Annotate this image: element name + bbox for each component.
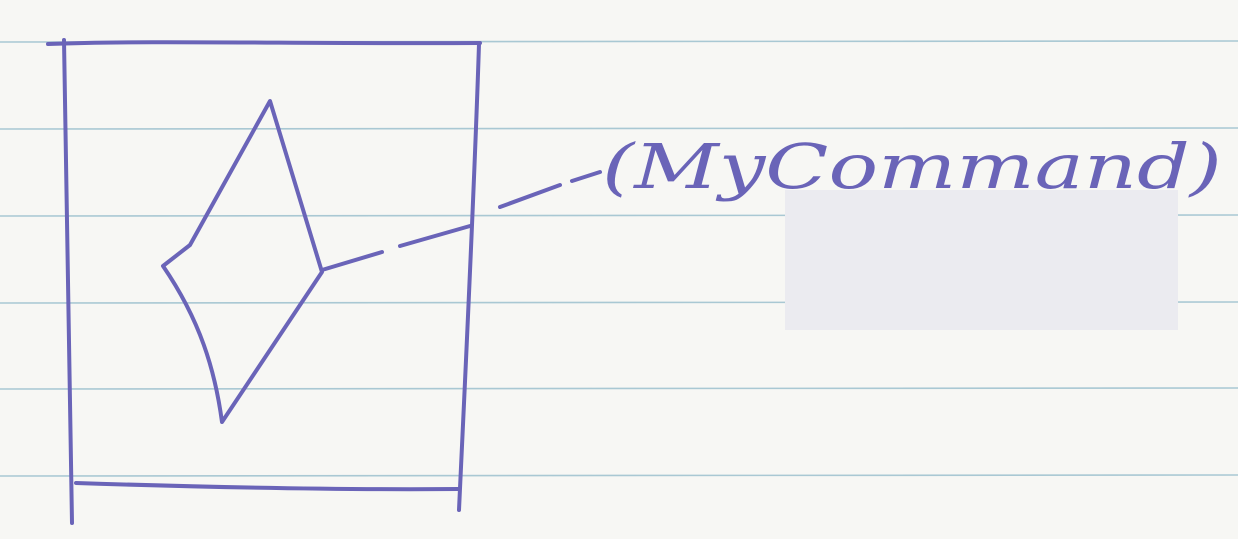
window-bottom-edge: [74, 481, 461, 492]
erased-patch: [785, 190, 1178, 330]
diamond-shape: [161, 99, 324, 424]
dash-segment: [320, 250, 384, 272]
window-left-edge: [62, 38, 74, 525]
dash-segment: [398, 224, 472, 248]
dashed-connector: [320, 170, 602, 272]
ruled-line: [0, 474, 1238, 477]
window-top-edge: [46, 40, 482, 46]
dash-segment: [570, 170, 602, 183]
ruled-line: [0, 127, 1238, 130]
callout-label: (MyCommand): [602, 130, 1222, 203]
window-right-edge: [457, 42, 481, 512]
window-sketch: [46, 38, 482, 525]
ruled-line: [0, 387, 1238, 390]
dash-segment: [498, 183, 562, 209]
